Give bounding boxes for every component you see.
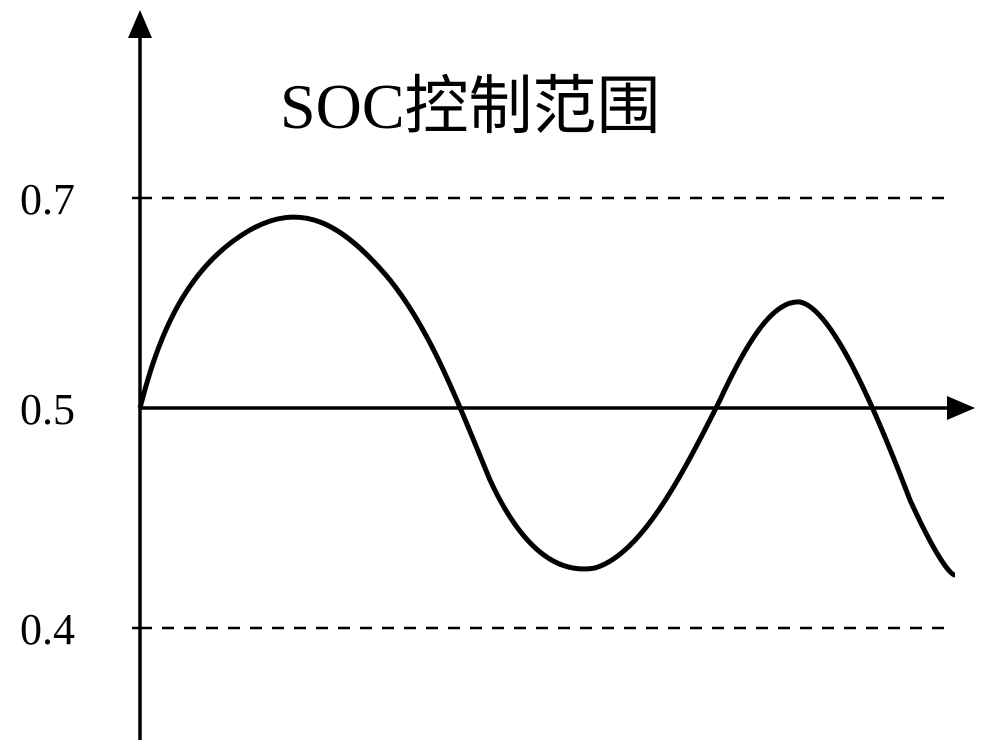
x-axis-arrow (947, 396, 975, 420)
chart-container: SOC控制范围 0.7 0.5 0.4 (0, 0, 1000, 754)
chart-svg (0, 0, 1000, 754)
y-axis-arrow (128, 10, 152, 38)
soc-curve (140, 217, 955, 575)
